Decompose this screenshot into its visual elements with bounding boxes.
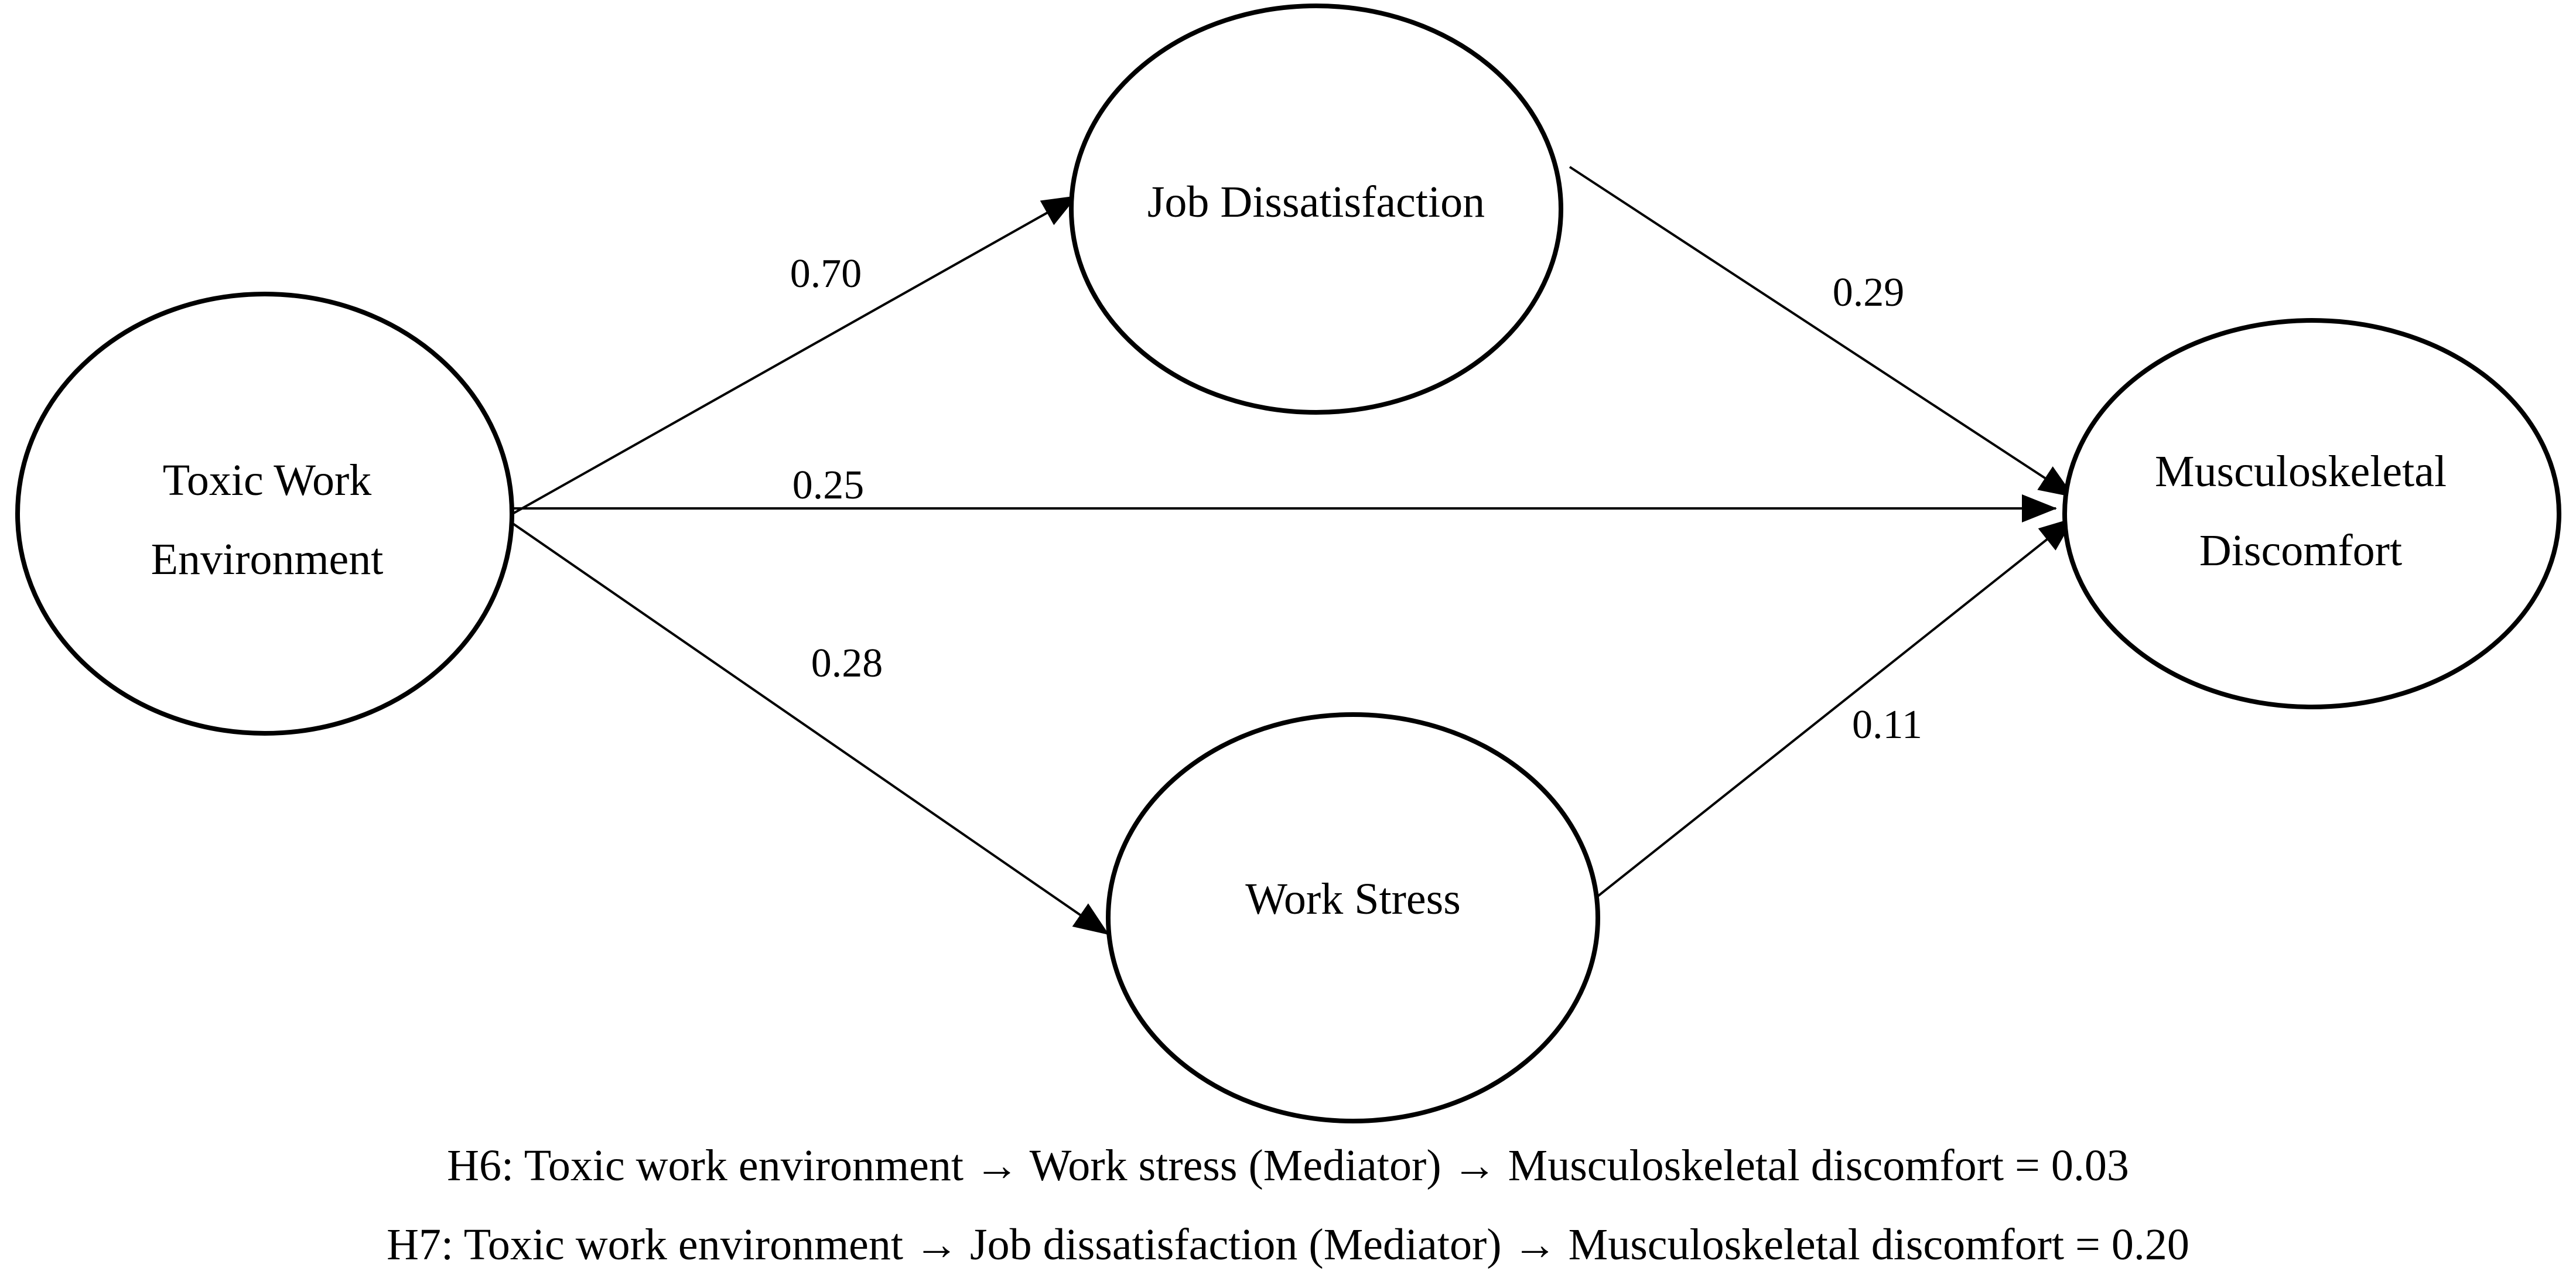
edge-toxic-to-stress (508, 520, 1109, 935)
edge-job-to-msd (1569, 166, 2075, 498)
node-label-stress: Work Stress (1245, 874, 1461, 924)
coef-toxic-to-job: 0.70 (790, 251, 862, 296)
node-toxic-work-environment (15, 292, 514, 736)
node-label-job: Job Dissatisfaction (1147, 177, 1485, 227)
hypothesis-h6: H6: Toxic work environment → Work stress… (447, 1141, 2129, 1190)
coef-job-to-msd: 0.29 (1833, 270, 1905, 315)
hypothesis-h7: H7: Toxic work environment → Job dissati… (387, 1220, 2189, 1269)
edge-toxic-to-job (509, 195, 1078, 517)
coef-toxic-to-stress: 0.28 (811, 641, 883, 686)
coef-toxic-to-msd: 0.25 (792, 463, 865, 508)
node-job-dissatisfaction (1069, 4, 1563, 415)
edge-stress-to-msd (1597, 517, 2075, 897)
node-label-toxic-line2: Environment (151, 535, 384, 584)
coef-stress-to-msd: 0.11 (1852, 702, 1922, 747)
node-label-toxic-line1: Toxic Work (163, 456, 372, 505)
node-label-msd-line1: Musculoskeletal (2155, 447, 2447, 496)
node-work-stress (1106, 712, 1600, 1123)
node-label-msd-line2: Discomfort (2199, 526, 2402, 575)
node-musculoskeletal-discomfort (2062, 318, 2561, 709)
